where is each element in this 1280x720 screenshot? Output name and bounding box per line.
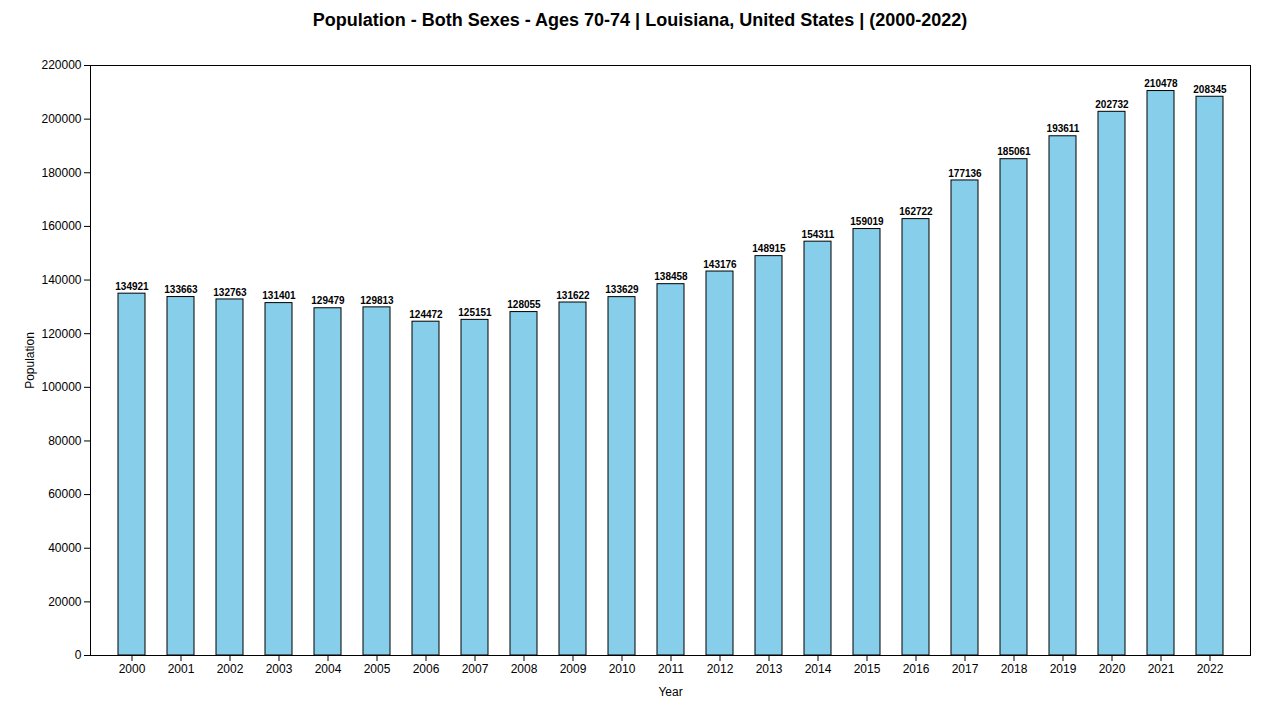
svg-text:120000: 120000: [41, 327, 81, 341]
svg-text:129479: 129479: [311, 295, 345, 306]
svg-text:210478: 210478: [1144, 78, 1178, 89]
svg-text:162722: 162722: [899, 206, 933, 217]
svg-text:159019: 159019: [850, 216, 884, 227]
svg-text:133663: 133663: [164, 284, 198, 295]
svg-text:2001: 2001: [168, 662, 195, 676]
svg-text:185061: 185061: [997, 146, 1031, 157]
svg-text:2022: 2022: [1197, 662, 1224, 676]
svg-text:2017: 2017: [952, 662, 979, 676]
svg-text:128055: 128055: [507, 299, 541, 310]
svg-text:2013: 2013: [756, 662, 783, 676]
svg-text:193611: 193611: [1047, 123, 1080, 134]
svg-text:131401: 131401: [262, 290, 296, 301]
svg-text:2009: 2009: [560, 662, 587, 676]
svg-text:40000: 40000: [48, 541, 82, 555]
svg-text:129813: 129813: [360, 295, 394, 306]
svg-text:2020: 2020: [1099, 662, 1126, 676]
svg-text:2006: 2006: [413, 662, 440, 676]
svg-text:2007: 2007: [462, 662, 489, 676]
svg-text:2012: 2012: [707, 662, 734, 676]
svg-text:132763: 132763: [213, 287, 247, 298]
svg-text:138458: 138458: [654, 271, 688, 282]
svg-text:208345: 208345: [1193, 84, 1227, 95]
svg-text:100000: 100000: [41, 380, 81, 394]
svg-text:148915: 148915: [752, 243, 786, 254]
html-text:Population - Both Sexes - Ages: Population - Both Sexes - Ages 70-74 | L…: [312, 10, 968, 30]
svg-text:154311: 154311: [802, 229, 835, 240]
svg-text:180000: 180000: [41, 166, 81, 180]
svg-text:134921: 134921: [115, 281, 149, 292]
svg-text:143176: 143176: [703, 259, 737, 270]
svg-text:2011: 2011: [658, 662, 684, 676]
svg-text:2018: 2018: [1001, 662, 1028, 676]
svg-text:2005: 2005: [364, 662, 391, 676]
svg-text:0: 0: [75, 648, 82, 662]
svg-text:2004: 2004: [315, 662, 342, 676]
svg-text:20000: 20000: [48, 595, 82, 609]
svg-text:202732: 202732: [1095, 99, 1129, 110]
svg-text:2010: 2010: [609, 662, 636, 676]
svg-text:2021: 2021: [1148, 662, 1175, 676]
svg-text:2014: 2014: [805, 662, 832, 676]
svg-text:2002: 2002: [217, 662, 244, 676]
svg-text:220000: 220000: [41, 58, 81, 72]
svg-text:177136: 177136: [948, 168, 982, 179]
svg-text:125151: 125151: [458, 307, 492, 318]
svg-text:140000: 140000: [41, 273, 81, 287]
svg-text:124472: 124472: [409, 309, 443, 320]
svg-text:Year: Year: [658, 685, 682, 699]
svg-text:2016: 2016: [903, 662, 930, 676]
svg-text:131622: 131622: [556, 290, 590, 301]
svg-text:2019: 2019: [1050, 662, 1077, 676]
svg-text:200000: 200000: [41, 112, 81, 126]
svg-text:2000: 2000: [119, 662, 146, 676]
svg-text:80000: 80000: [48, 434, 82, 448]
svg-text:133629: 133629: [605, 284, 639, 295]
svg-text:2003: 2003: [266, 662, 293, 676]
svg-text:2015: 2015: [854, 662, 881, 676]
svg-text:60000: 60000: [48, 487, 82, 501]
svg-text:Population: Population: [23, 332, 37, 389]
svg-text:160000: 160000: [41, 219, 81, 233]
svg-text:2008: 2008: [511, 662, 538, 676]
